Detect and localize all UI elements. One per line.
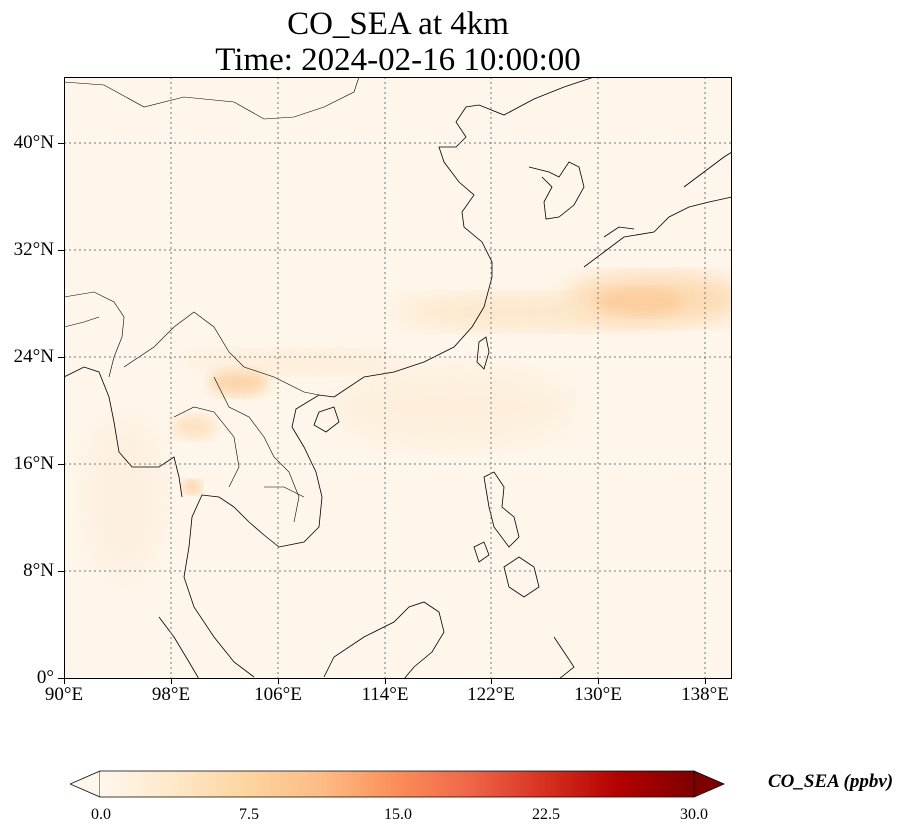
colorbar-tick-0: 0.0	[91, 806, 111, 823]
ytick-label-32n: 32°N	[13, 239, 54, 260]
coastlines	[64, 77, 732, 679]
xtick-mark-130e	[598, 679, 599, 684]
gridlines	[64, 77, 732, 679]
xtick-mark-114e	[385, 679, 386, 684]
map-panel	[64, 77, 732, 679]
xtick-label-114e: 114°E	[361, 684, 409, 705]
ytick-mark-16n	[58, 464, 64, 465]
ytick-label-40n: 40°N	[13, 132, 54, 153]
ytick-label-8n: 8°N	[23, 560, 54, 581]
ytick-mark-24n	[58, 357, 64, 358]
ytick-mark-40n	[58, 143, 64, 144]
xtick-mark-98e	[171, 679, 172, 684]
xtick-label-106e: 106°E	[254, 684, 302, 705]
map-svg	[64, 77, 732, 679]
ytick-label-24n: 24°N	[13, 346, 54, 367]
xtick-label-138e: 138°E	[681, 684, 729, 705]
colorbar-tick-2: 15.0	[384, 806, 412, 823]
colorbar-extend-max	[693, 770, 726, 798]
xtick-label-122e: 122°E	[467, 684, 515, 705]
map-title-line1: CO_SEA at 4km	[287, 6, 509, 42]
colorbar-extend-min	[70, 770, 101, 798]
ytick-label-0: 0°	[36, 667, 54, 688]
colorbar-tick-3: 22.5	[532, 806, 560, 823]
xtick-mark-122e	[491, 679, 492, 684]
colorbar-title: CO_SEA (ppbv)	[768, 771, 894, 792]
xtick-label-130e: 130°E	[574, 684, 622, 705]
colorbar-tick-4: 30.0	[680, 806, 708, 823]
colorbar-gradient	[100, 771, 694, 797]
xtick-mark-90e	[64, 679, 65, 684]
xtick-mark-138e	[705, 679, 706, 684]
map-title-line2: Time: 2024-02-16 10:00:00	[215, 42, 581, 78]
ytick-mark-8n	[58, 571, 64, 572]
ytick-label-16n: 16°N	[13, 453, 54, 474]
colorbar-tick-1: 7.5	[239, 806, 259, 823]
xtick-label-90e: 90°E	[44, 684, 84, 705]
xtick-mark-106e	[278, 679, 279, 684]
co-field	[84, 273, 732, 577]
ytick-mark-0	[58, 678, 64, 679]
xtick-label-98e: 98°E	[151, 684, 191, 705]
colorbar	[70, 770, 726, 798]
ytick-mark-32n	[58, 250, 64, 251]
